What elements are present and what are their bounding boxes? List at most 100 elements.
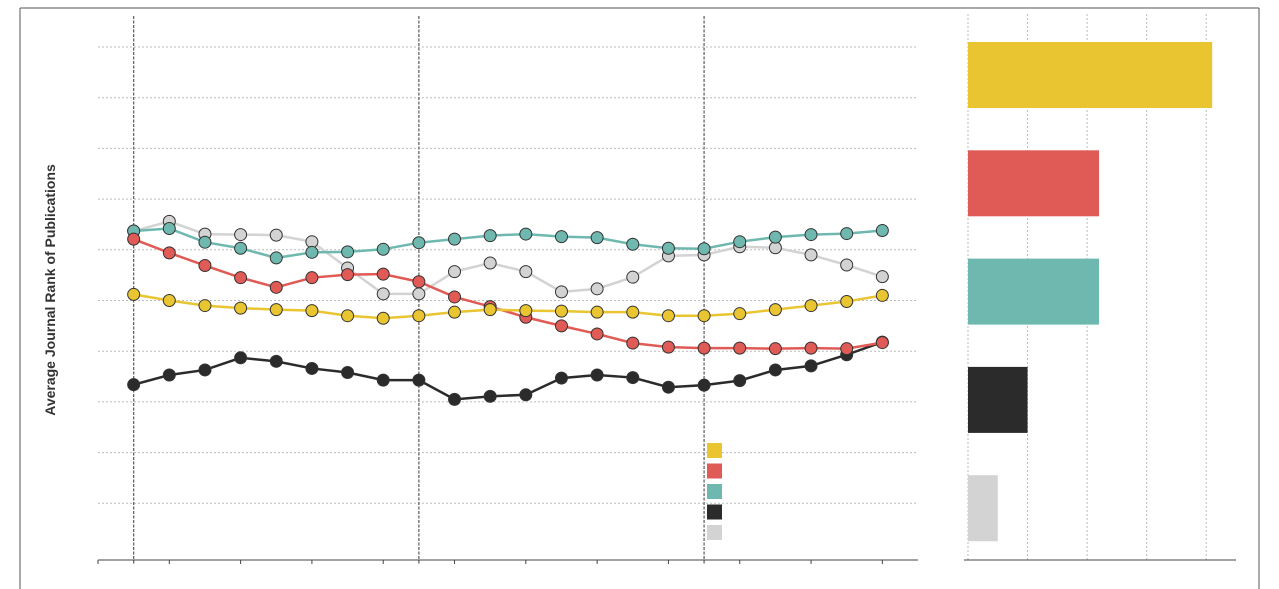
- data-point: [554, 230, 568, 244]
- data-point: [804, 299, 818, 313]
- data-point: [626, 237, 640, 251]
- data-point: [448, 305, 462, 319]
- data-point: [234, 241, 248, 255]
- data-point: [483, 389, 497, 403]
- data-point: [234, 301, 248, 315]
- data-point: [840, 258, 854, 272]
- bar-chart: [964, 14, 1236, 561]
- data-point: [875, 224, 889, 238]
- data-point: [519, 304, 533, 318]
- data-point: [341, 309, 355, 323]
- bar: [968, 475, 998, 542]
- legend-swatch: [707, 504, 722, 520]
- data-point: [661, 241, 675, 255]
- data-point: [127, 232, 141, 246]
- data-point: [768, 303, 782, 317]
- data-point: [269, 280, 283, 294]
- data-point: [127, 287, 141, 301]
- data-point: [376, 242, 390, 256]
- data-point: [733, 307, 747, 321]
- data-point: [590, 327, 604, 341]
- data-point: [198, 299, 212, 313]
- data-point: [376, 267, 390, 281]
- data-point: [341, 245, 355, 259]
- data-point: [840, 342, 854, 356]
- line-chart-annotations: [133, 16, 705, 564]
- data-point: [519, 265, 533, 279]
- data-point: [733, 235, 747, 249]
- data-point: [697, 242, 711, 256]
- data-point: [875, 288, 889, 302]
- data-point: [590, 231, 604, 245]
- data-point: [234, 271, 248, 285]
- legend-swatch: [707, 443, 722, 458]
- data-point: [840, 295, 854, 309]
- data-point: [554, 304, 568, 318]
- data-point: [768, 230, 782, 244]
- legend-swatch: [707, 484, 722, 499]
- data-point: [483, 303, 497, 317]
- data-point: [590, 305, 604, 319]
- data-point: [448, 290, 462, 304]
- data-point: [162, 222, 176, 236]
- data-point: [519, 227, 533, 241]
- series-line: [133, 227, 883, 260]
- data-point: [269, 303, 283, 317]
- data-point: [127, 378, 141, 392]
- data-point: [661, 340, 675, 354]
- data-point: [412, 373, 426, 387]
- data-point: [554, 371, 568, 385]
- data-point: [768, 342, 782, 356]
- data-point: [804, 248, 818, 262]
- data-point: [661, 309, 675, 323]
- data-point: [483, 256, 497, 270]
- data-point: [412, 309, 426, 323]
- data-point: [733, 341, 747, 355]
- data-point: [198, 363, 212, 377]
- bar: [968, 258, 1100, 325]
- data-point: [376, 287, 390, 301]
- data-point: [840, 227, 854, 241]
- data-point: [412, 236, 426, 250]
- data-point: [483, 229, 497, 243]
- data-point: [697, 341, 711, 355]
- data-point: [376, 311, 390, 325]
- data-point: [626, 305, 640, 319]
- data-point: [875, 336, 889, 350]
- data-point: [697, 378, 711, 392]
- data-point: [412, 275, 426, 289]
- bar: [968, 150, 1100, 217]
- data-point: [198, 259, 212, 273]
- series-line: [133, 220, 883, 296]
- data-point: [376, 373, 390, 387]
- data-point: [590, 368, 604, 382]
- data-point: [341, 365, 355, 379]
- data-point: [412, 287, 426, 301]
- data-point: [804, 228, 818, 242]
- data-point: [341, 268, 355, 282]
- data-point: [768, 363, 782, 377]
- data-point: [162, 294, 176, 307]
- bar: [968, 366, 1028, 433]
- series-agriculture-and-environment: [127, 335, 889, 406]
- series-line: [133, 340, 883, 401]
- data-point: [448, 232, 462, 246]
- data-point: [626, 270, 640, 284]
- data-point: [234, 351, 248, 365]
- data-point: [269, 228, 283, 242]
- data-point: [269, 354, 283, 368]
- data-point: [448, 392, 462, 406]
- data-point: [626, 336, 640, 350]
- data-point: [448, 265, 462, 279]
- series-line: [133, 293, 883, 320]
- series-line: [133, 237, 883, 350]
- data-point: [804, 359, 818, 373]
- data-point: [875, 270, 889, 284]
- legend: [707, 443, 722, 540]
- data-point: [804, 341, 818, 355]
- data-point: [305, 271, 319, 285]
- data-point: [269, 251, 283, 265]
- line-chart: Average Journal Rank of Publications: [42, 16, 918, 564]
- series-fundamental-sciences: [127, 287, 889, 325]
